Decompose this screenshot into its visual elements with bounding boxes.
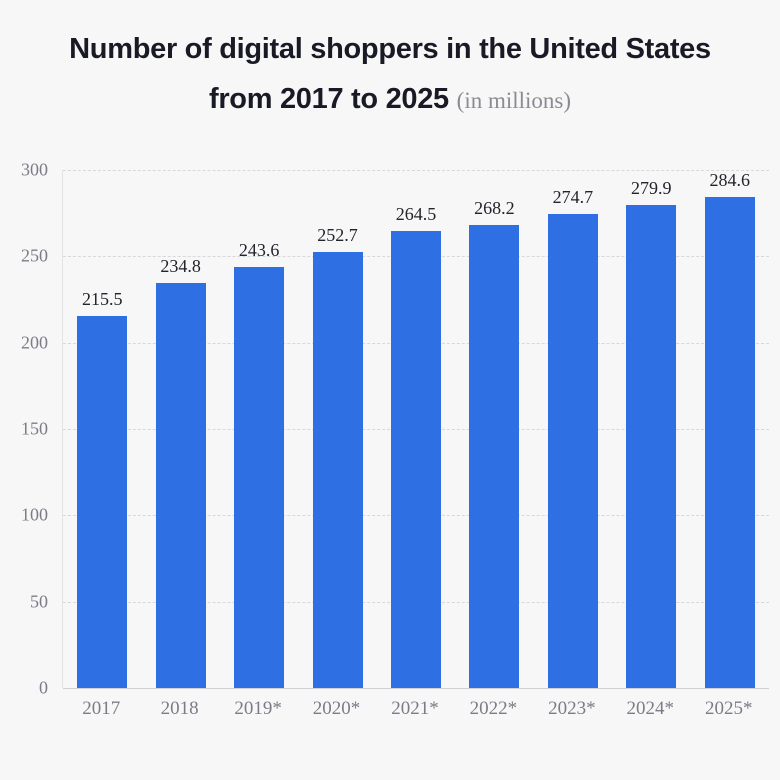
- y-tick-label: 250: [21, 245, 48, 266]
- y-tick-label: 300: [21, 159, 48, 180]
- y-tick-label: 150: [21, 418, 48, 439]
- y-tick-label: 100: [21, 504, 48, 525]
- x-axis: 2017 2018 2019* 2020* 2021* 2022* 2023* 2024* 20…: [62, 698, 768, 720]
- x-tick-label: 2018: [160, 698, 199, 719]
- x-tick-label: 2025*: [704, 698, 753, 719]
- bar-value-label: 268.2: [474, 197, 515, 218]
- bar-value-label: 252.7: [317, 224, 358, 245]
- plot-area: 215.5 234.8 243.6 252.7 264.5 268.2 274.7 279.9…: [62, 170, 769, 689]
- bar: [704, 197, 755, 688]
- bar-value-label: 264.5: [395, 204, 437, 225]
- bar: [469, 224, 520, 688]
- bar-slot: 234.8: [141, 170, 219, 688]
- bar-slot: 252.7: [298, 170, 376, 688]
- bar: [155, 282, 206, 688]
- chart-title: Number of digital shoppers in the United…: [0, 24, 780, 126]
- bar-slot: 279.9: [612, 170, 690, 688]
- chart-title-line1: Number of digital shoppers in the United…: [69, 33, 711, 65]
- x-tick-label: 2022*: [469, 698, 518, 719]
- x-tick-label: 2019*: [234, 698, 282, 719]
- bar: [77, 315, 128, 688]
- bar-value-label: 279.9: [631, 177, 672, 198]
- chart-title-line2-bold: from 2017 to 2025: [208, 83, 449, 115]
- bar-slot: 268.2: [455, 170, 533, 688]
- bar-value-label: 274.7: [552, 186, 594, 207]
- bar-slot: 274.7: [534, 170, 612, 688]
- bar: [626, 204, 677, 688]
- y-axis: 0 50 100 150 200 250 300: [0, 160, 48, 698]
- bars-row: 215.5 234.8 243.6 252.7 264.5 268.2 274.7 279.9…: [63, 170, 769, 688]
- bar-slot: 264.5: [377, 170, 455, 688]
- bar-slot: 215.5: [63, 170, 141, 688]
- gridline: [63, 688, 769, 689]
- y-tick-label: 200: [21, 332, 48, 353]
- bar-value-label: 243.6: [238, 240, 280, 261]
- chart-title-line2: from 2017 to 2025 (in millions): [0, 74, 780, 126]
- bar-value-label: 284.6: [709, 170, 750, 190]
- x-tick-label: 2023*: [548, 698, 596, 719]
- bar: [312, 251, 363, 688]
- bar-value-label: 215.5: [81, 288, 123, 309]
- bar-value-label: 234.8: [160, 255, 201, 276]
- bar-slot: 284.6: [691, 170, 769, 688]
- gridline: [63, 170, 769, 171]
- bar: [234, 267, 285, 688]
- x-tick-label: 2021*: [391, 698, 439, 719]
- x-tick-label: 2017: [82, 698, 121, 719]
- bar: [390, 231, 441, 688]
- y-tick-label: 50: [30, 591, 48, 612]
- x-tick-label: 2020*: [312, 698, 361, 719]
- y-tick-label: 0: [39, 677, 48, 698]
- bar: [547, 213, 598, 688]
- chart-title-unit-note: (in millions): [456, 88, 572, 113]
- bar-slot: 243.6: [220, 170, 298, 688]
- x-tick-label: 2024*: [626, 698, 675, 719]
